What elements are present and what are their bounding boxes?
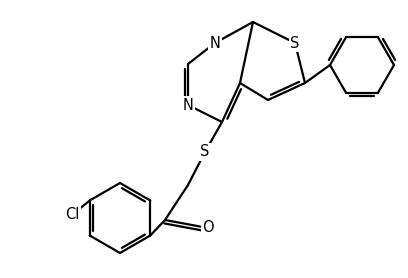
Text: S: S: [290, 36, 300, 51]
Text: N: N: [210, 36, 220, 51]
Text: N: N: [182, 98, 193, 113]
Text: Cl: Cl: [66, 207, 80, 222]
Text: S: S: [200, 145, 210, 160]
Text: O: O: [202, 220, 214, 235]
